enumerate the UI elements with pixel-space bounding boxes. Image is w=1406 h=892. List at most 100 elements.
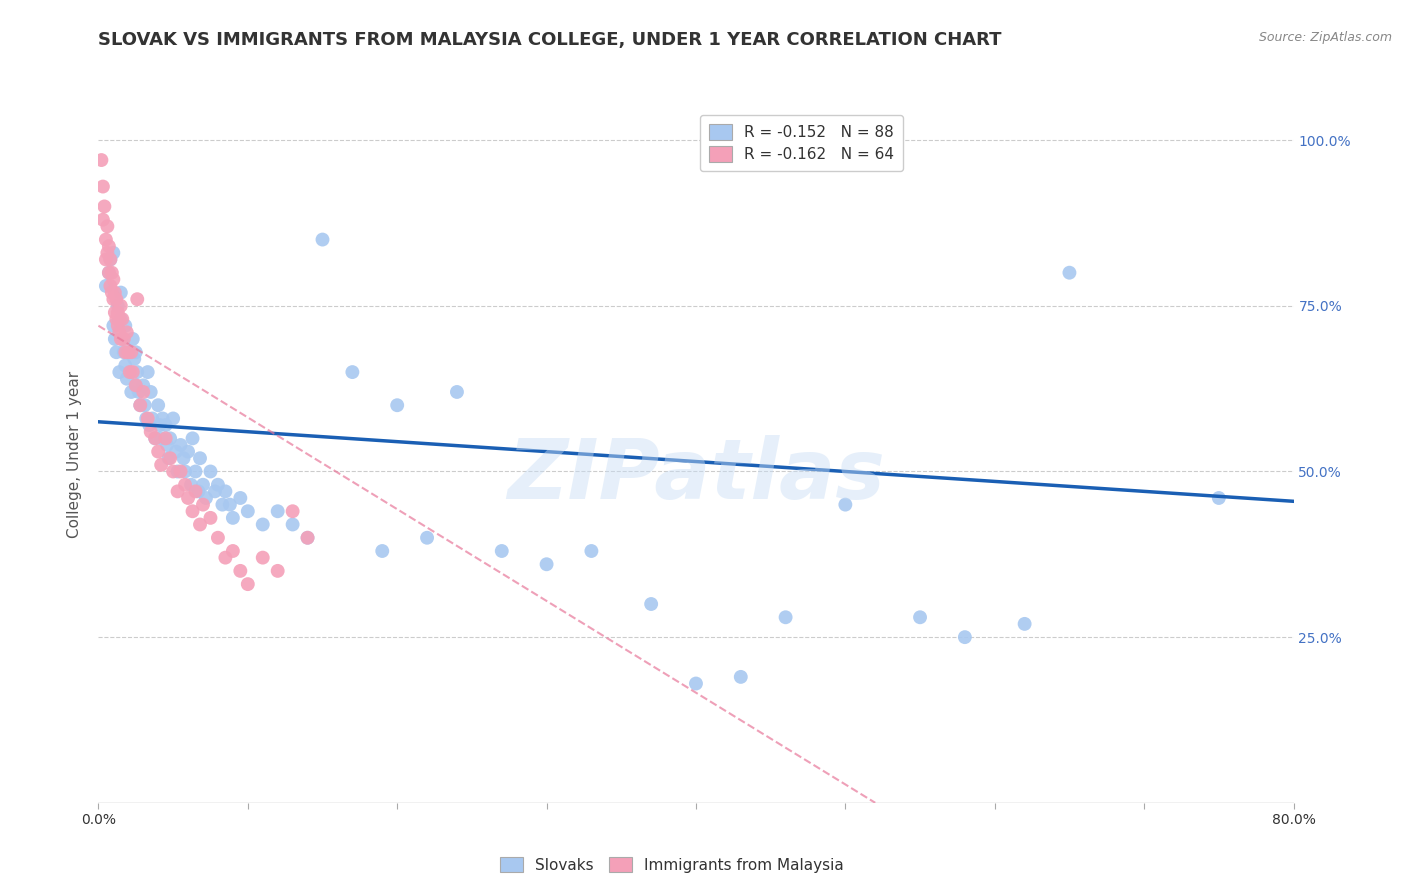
Point <box>267 564 290 578</box>
Point <box>129 398 152 412</box>
Point <box>191 498 214 512</box>
Point <box>115 372 138 386</box>
Point <box>143 431 166 445</box>
Text: ZIPatlas: ZIPatlas <box>508 435 884 516</box>
Point <box>96 245 118 260</box>
Point <box>385 398 409 412</box>
Point <box>148 444 170 458</box>
Point <box>100 252 122 267</box>
Point <box>155 418 177 433</box>
Point <box>297 531 319 545</box>
Point <box>536 558 558 572</box>
Point <box>207 477 229 491</box>
Legend: Slovaks, Immigrants from Malaysia: Slovaks, Immigrants from Malaysia <box>494 850 851 879</box>
Point <box>107 305 129 319</box>
Point <box>169 438 191 452</box>
Point <box>180 477 202 491</box>
Point <box>581 544 603 558</box>
Point <box>134 398 156 412</box>
Text: SLOVAK VS IMMIGRANTS FROM MALAYSIA COLLEGE, UNDER 1 YEAR CORRELATION CHART: SLOVAK VS IMMIGRANTS FROM MALAYSIA COLLE… <box>98 31 1002 49</box>
Point <box>121 365 143 379</box>
Point <box>166 484 188 499</box>
Point <box>118 365 141 379</box>
Point <box>125 378 148 392</box>
Point <box>229 564 252 578</box>
Point <box>110 312 132 326</box>
Point <box>177 444 200 458</box>
Point <box>195 491 218 505</box>
Point <box>136 411 159 425</box>
Point <box>103 292 125 306</box>
Point <box>211 498 233 512</box>
Point <box>132 378 155 392</box>
Point <box>114 359 136 373</box>
Point <box>104 305 127 319</box>
Point <box>174 477 197 491</box>
Point <box>152 411 174 425</box>
Point <box>97 266 120 280</box>
Point <box>236 504 259 518</box>
Point <box>214 484 236 499</box>
Point <box>1014 616 1036 631</box>
Point <box>105 312 128 326</box>
Point <box>127 365 149 379</box>
Point <box>100 252 122 267</box>
Point <box>138 418 160 433</box>
Point <box>105 345 128 359</box>
Point <box>110 285 132 300</box>
Point <box>90 153 112 167</box>
Point <box>184 465 207 479</box>
Point <box>191 477 214 491</box>
Point <box>139 384 162 399</box>
Point <box>135 411 157 425</box>
Point <box>94 279 117 293</box>
Point <box>267 504 290 518</box>
Point <box>117 345 139 359</box>
Point <box>188 517 211 532</box>
Point <box>121 332 143 346</box>
Point <box>101 266 124 280</box>
Point <box>200 465 222 479</box>
Point <box>184 484 207 499</box>
Point <box>103 272 125 286</box>
Point <box>446 384 468 399</box>
Point <box>103 318 125 333</box>
Point <box>159 451 181 466</box>
Point <box>104 332 127 346</box>
Point <box>100 279 122 293</box>
Point <box>125 345 148 359</box>
Point <box>125 378 148 392</box>
Point <box>155 431 177 445</box>
Point <box>297 531 319 545</box>
Point <box>111 312 134 326</box>
Point <box>124 351 146 366</box>
Point <box>169 465 191 479</box>
Point <box>117 345 139 359</box>
Point <box>174 465 197 479</box>
Point <box>149 418 172 433</box>
Point <box>252 517 274 532</box>
Point <box>110 299 132 313</box>
Point <box>187 484 209 499</box>
Point <box>252 550 274 565</box>
Point <box>105 292 128 306</box>
Point <box>162 411 184 425</box>
Point <box>112 332 135 346</box>
Point <box>416 531 439 545</box>
Point <box>177 491 200 505</box>
Point <box>111 332 134 346</box>
Point <box>114 318 136 333</box>
Point <box>214 550 236 565</box>
Point <box>173 451 195 466</box>
Point <box>236 577 259 591</box>
Point <box>103 245 125 260</box>
Point <box>114 345 136 359</box>
Point <box>108 312 131 326</box>
Point <box>775 610 797 624</box>
Point <box>107 299 129 313</box>
Point <box>120 345 142 359</box>
Point <box>162 465 184 479</box>
Point <box>120 384 142 399</box>
Point <box>91 179 114 194</box>
Point <box>491 544 513 558</box>
